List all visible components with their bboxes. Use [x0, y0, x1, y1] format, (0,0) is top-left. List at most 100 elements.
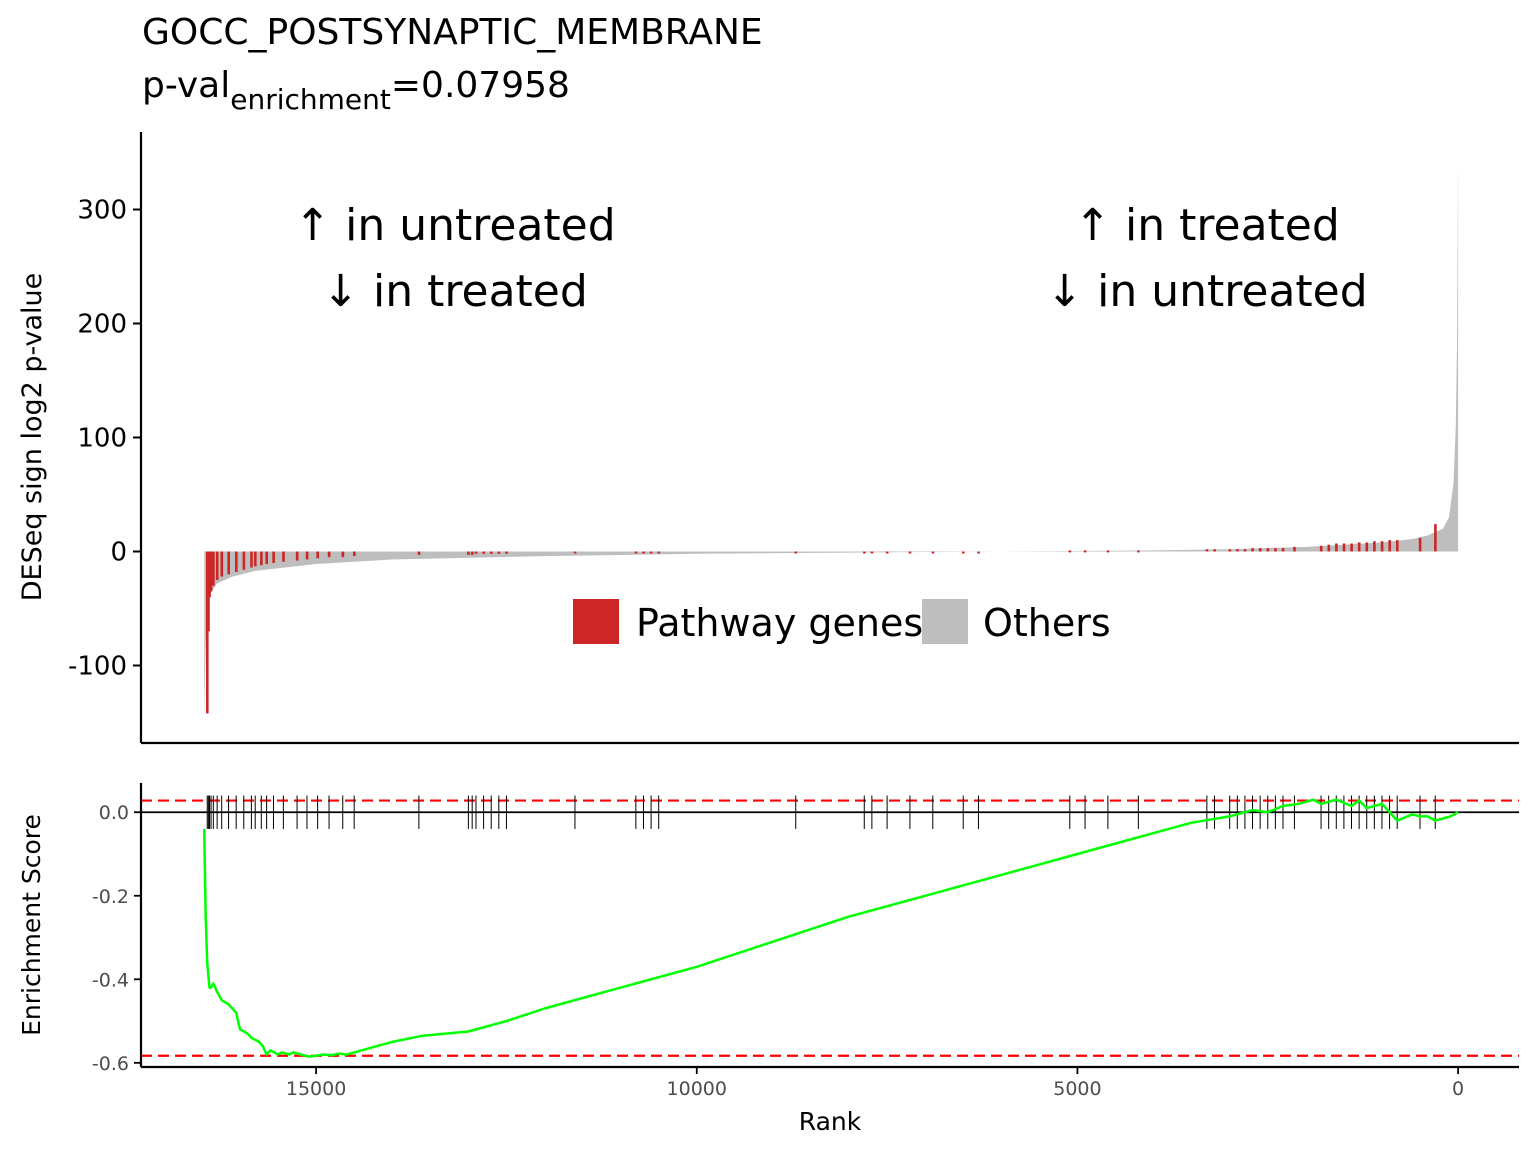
- bottom-y-tick-label: 0.0: [99, 802, 129, 824]
- pathway-bar: [482, 551, 485, 554]
- pathway-bar: [1365, 542, 1369, 552]
- pathway-bar: [353, 551, 356, 557]
- pathway-bar: [242, 551, 246, 570]
- legend: Pathway genes Others: [573, 599, 1111, 645]
- pathway-bar: [295, 551, 299, 561]
- running-score-line: [202, 798, 1459, 1058]
- x-tick-label: 0: [1452, 1078, 1464, 1100]
- annotation-left-line1: ↑ in untreated: [294, 200, 615, 251]
- bottom-y-tick-label: -0.2: [92, 886, 129, 908]
- pathway-bar: [206, 551, 209, 714]
- pathway-bar: [573, 551, 577, 554]
- pathway-bar: [657, 551, 661, 554]
- pathway-bar: [209, 551, 213, 592]
- pathway-bar: [417, 551, 421, 555]
- pathway-bar: [327, 551, 331, 558]
- pathway-bar: [227, 551, 230, 575]
- pathway-bar: [1205, 549, 1209, 552]
- pathway-bar: [467, 551, 470, 555]
- annotation-left-line2: ↓ in treated: [322, 266, 588, 317]
- pathway-bar: [1266, 548, 1270, 552]
- chart-title: GOCC_POSTSYNAPTIC_MEMBRANE: [142, 12, 763, 53]
- top-axes: -100 0 100 200 300: [68, 132, 1519, 745]
- pval-prefix: p-val: [142, 65, 230, 106]
- pathway-bar: [1251, 548, 1254, 552]
- pathway-bar: [1434, 524, 1437, 552]
- pathway-bar: [471, 551, 474, 555]
- pathway-bar: [908, 551, 912, 554]
- pathway-bar: [1258, 548, 1262, 552]
- pathway-bar: [634, 551, 638, 554]
- pathway-bar: [1106, 550, 1110, 553]
- pathway-bar: [474, 551, 478, 554]
- legend-label-pathway: Pathway genes: [636, 601, 923, 645]
- top-y-tick-label: 100: [77, 424, 127, 454]
- pathway-bar: [931, 551, 935, 554]
- pathway-bar: [505, 551, 508, 554]
- pathway-bar: [794, 551, 798, 554]
- threshold-lines: [141, 799, 1519, 1057]
- pathway-bar: [1137, 550, 1140, 553]
- pathway-bar: [341, 551, 345, 558]
- pathway-bar: [212, 551, 215, 586]
- pathway-bar: [316, 551, 319, 559]
- pathway-bar: [1373, 541, 1376, 552]
- pathway-bar: [1281, 548, 1285, 552]
- top-y-tick-label: 300: [77, 196, 127, 226]
- x-tick-label: 15000: [286, 1078, 346, 1100]
- metric-bars: [204, 158, 1459, 717]
- pathway-bar: [1083, 550, 1087, 553]
- legend-swatch-others: [922, 599, 968, 644]
- ranked-metric-panel: -100 0 100 200 300 ↑ in untreated ↓ in treat…: [17, 132, 1519, 745]
- pathway-bar: [1228, 549, 1232, 552]
- pathway-bar: [1396, 540, 1399, 552]
- top-y-tick-label: 0: [110, 537, 127, 567]
- pathway-bar: [1213, 549, 1216, 552]
- pathway-bar: [265, 551, 268, 564]
- pathway-bar: [962, 551, 965, 554]
- pathway-bar: [215, 551, 219, 580]
- top-y-tick-label: 200: [77, 310, 127, 340]
- pathway-bar: [260, 551, 263, 566]
- bottom-y-tick-label: -0.6: [92, 1053, 129, 1075]
- pathway-bar: [1068, 550, 1072, 553]
- top-y-tick-label: -100: [68, 651, 127, 681]
- pathway-bar: [1327, 544, 1331, 552]
- pathway-bar: [235, 551, 238, 572]
- pathway-bar: [1350, 543, 1353, 552]
- pathway-bar: [305, 551, 309, 560]
- legend-label-others: Others: [983, 601, 1111, 645]
- pathway-bar: [208, 551, 211, 598]
- pathway-bar: [1243, 549, 1247, 552]
- pathway-bar: [1274, 548, 1277, 552]
- pathway-bar: [1357, 542, 1361, 552]
- chart-subtitle: p-valenrichment=0.07958: [142, 65, 570, 116]
- pathway-bar: [250, 551, 253, 568]
- pathway-bar: [885, 551, 889, 554]
- pathway-bar: [649, 551, 653, 554]
- pathway-bar: [220, 551, 224, 577]
- pathway-bar: [1388, 540, 1391, 552]
- pathway-bar: [977, 551, 980, 554]
- enrichment-score-line: [202, 798, 1459, 1058]
- pathway-bar: [1380, 541, 1384, 552]
- gene-hit-ticks: [206, 795, 1436, 829]
- annotation-right-line2: ↓ in untreated: [1046, 266, 1367, 317]
- pathway-bar: [863, 551, 866, 554]
- pathway-bar: [1335, 543, 1338, 552]
- pathway-bar: [272, 551, 275, 563]
- pathway-bar: [1236, 549, 1239, 552]
- pathway-bar: [490, 551, 493, 554]
- top-y-axis-label: DESeq sign log2 p-value: [17, 273, 48, 602]
- pathway-bar: [282, 551, 285, 562]
- x-axis-label: Rank: [799, 1107, 862, 1136]
- legend-swatch-pathway: [573, 599, 619, 644]
- pathway-bar: [254, 551, 257, 567]
- pathway-bar: [497, 551, 501, 554]
- pval-value: =0.07958: [391, 65, 570, 106]
- bottom-y-axis-label: Enrichment Score: [17, 814, 46, 1036]
- x-tick-label: 5000: [1053, 1078, 1101, 1100]
- annotation-right-line1: ↑ in treated: [1074, 200, 1340, 251]
- x-tick-label: 10000: [667, 1078, 727, 1100]
